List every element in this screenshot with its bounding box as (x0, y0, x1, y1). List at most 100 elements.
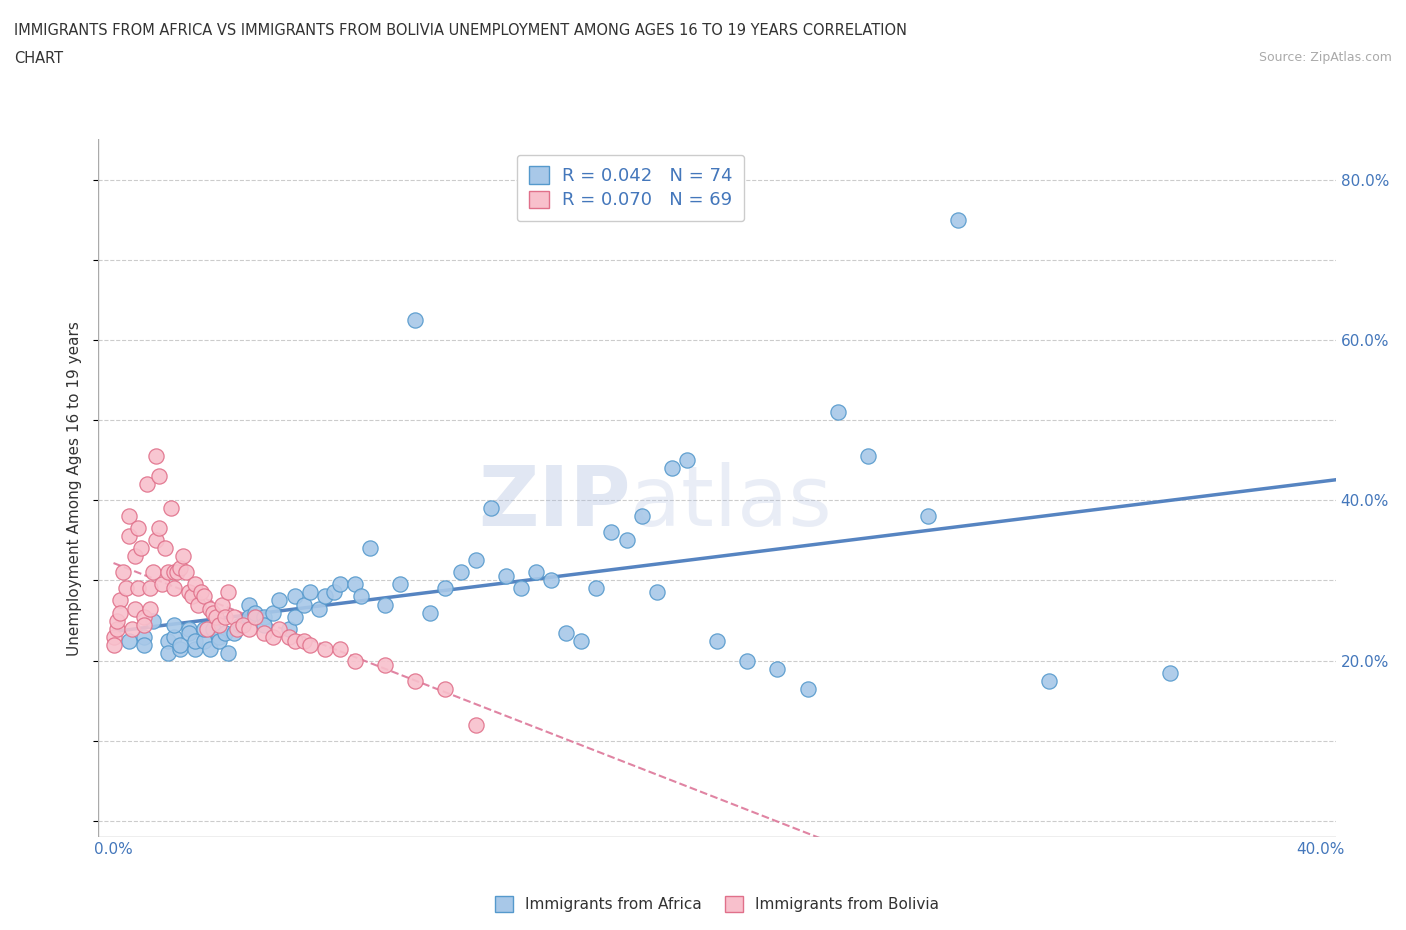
Point (117, 633, 139, 648)
Point (132, 609, 155, 624)
Point (148, 521, 170, 536)
Point (314, 589, 336, 604)
Point (298, 585, 321, 600)
Point (202, 621, 225, 636)
Point (156, 633, 179, 648)
Point (214, 625, 236, 640)
Point (404, 673, 426, 688)
Y-axis label: Unemployment Among Ages 16 to 19 years: Unemployment Among Ages 16 to 19 years (67, 321, 83, 656)
Point (350, 589, 373, 604)
Point (464, 553, 486, 568)
Point (284, 633, 307, 648)
Point (645, 585, 668, 600)
Point (343, 653, 366, 668)
Point (308, 601, 330, 616)
Point (359, 541, 381, 556)
Point (166, 565, 188, 580)
Point (117, 529, 139, 544)
Point (284, 589, 307, 604)
Point (198, 641, 221, 656)
Point (434, 682, 457, 697)
Point (766, 661, 789, 676)
Point (224, 609, 246, 624)
Point (117, 509, 139, 524)
Point (479, 501, 502, 516)
Point (226, 621, 249, 636)
Point (229, 618, 252, 632)
Point (127, 521, 149, 536)
Point (172, 549, 194, 564)
Point (262, 605, 284, 620)
Point (132, 618, 155, 632)
Point (253, 618, 276, 632)
Point (184, 641, 207, 656)
Point (277, 621, 299, 636)
Point (138, 601, 160, 616)
Point (163, 581, 186, 596)
Point (661, 460, 683, 475)
Point (111, 565, 134, 580)
Point (169, 637, 191, 652)
Point (284, 609, 307, 624)
Point (374, 597, 396, 612)
Point (114, 581, 136, 596)
Point (205, 609, 228, 624)
Point (238, 621, 260, 636)
Point (177, 625, 200, 640)
Point (193, 589, 215, 604)
Point (160, 501, 183, 516)
Point (735, 653, 758, 668)
Point (103, 637, 125, 652)
Point (322, 585, 344, 600)
Point (135, 477, 157, 492)
Point (827, 405, 849, 419)
Point (195, 621, 218, 636)
Point (630, 509, 652, 524)
Point (217, 645, 239, 660)
Point (177, 585, 200, 600)
Point (198, 601, 221, 616)
Point (238, 597, 260, 612)
Point (193, 633, 215, 648)
Point (238, 609, 260, 624)
Point (181, 589, 204, 604)
Point (105, 621, 128, 636)
Point (127, 581, 149, 596)
Point (105, 613, 128, 628)
Point (121, 621, 143, 636)
Point (108, 605, 131, 620)
Point (132, 629, 155, 644)
Point (329, 577, 352, 591)
Point (208, 618, 231, 632)
Point (269, 621, 291, 636)
Point (150, 577, 173, 591)
Point (569, 633, 592, 648)
Point (585, 581, 607, 596)
Point (153, 541, 176, 556)
Point (948, 212, 970, 227)
Point (169, 561, 191, 576)
Point (138, 581, 160, 596)
Point (202, 605, 225, 620)
Point (142, 613, 165, 628)
Point (193, 621, 215, 636)
Point (262, 629, 284, 644)
Point (524, 565, 547, 580)
Point (184, 633, 207, 648)
Point (132, 637, 155, 652)
Point (419, 605, 441, 620)
Point (676, 453, 699, 468)
Text: atlas: atlas (630, 461, 832, 543)
Point (706, 633, 728, 648)
Point (1038, 673, 1060, 688)
Point (450, 565, 472, 580)
Point (108, 593, 131, 608)
Text: ZIP: ZIP (478, 461, 630, 543)
Point (124, 549, 146, 564)
Text: IMMIGRANTS FROM AFRICA VS IMMIGRANTS FROM BOLIVIA UNEMPLOYMENT AMONG AGES 16 TO : IMMIGRANTS FROM AFRICA VS IMMIGRANTS FRO… (14, 23, 907, 38)
Point (404, 312, 426, 327)
Point (129, 541, 152, 556)
Point (389, 577, 412, 591)
Point (187, 597, 209, 612)
Point (177, 621, 200, 636)
